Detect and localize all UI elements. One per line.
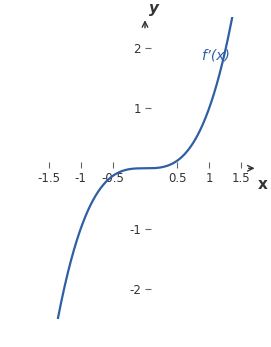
Text: y: y: [150, 1, 160, 16]
Text: f’(x): f’(x): [202, 49, 230, 63]
Text: x: x: [258, 177, 268, 192]
